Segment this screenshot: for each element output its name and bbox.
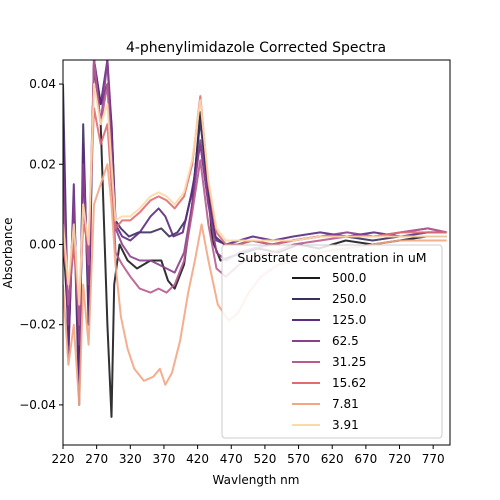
x-axis: 220 270 320 370 420 470 520 570 620 670 720 770	[52, 445, 445, 466]
legend: Substrate concentration in uM 500.0 250.0 1…	[221, 244, 443, 439]
plot-frame	[62, 59, 451, 446]
x-axis-label: Wavlength nm	[213, 473, 300, 487]
legend-label: 31.25	[332, 355, 366, 369]
x-tick-label: 220	[52, 452, 75, 466]
series-line-7	[63, 83, 447, 306]
x-tick-label: 770	[422, 452, 445, 466]
legend-label: 7.81	[332, 397, 359, 411]
legend-title: Substrate concentration in uM	[237, 250, 426, 265]
y-tick-label: 0.00	[29, 237, 56, 251]
legend-label: 500.0	[332, 271, 366, 285]
legend-label: 62.5	[332, 334, 359, 348]
x-tick-label: 720	[388, 452, 411, 466]
x-tick-label: 370	[153, 452, 176, 466]
x-tick-label: 520	[253, 452, 276, 466]
legend-box	[221, 244, 443, 439]
x-tick-label: 670	[354, 452, 377, 466]
y-tick-label: −0.02	[19, 318, 56, 332]
y-axis: 0.04 0.02 0.00 −0.02 −0.04	[19, 77, 63, 412]
chart-title: 4-phenylimidazole Corrected Spectra	[126, 40, 386, 56]
plot-area	[62, 59, 451, 446]
y-axis-label: Absorbance	[1, 218, 15, 289]
legend-label: 3.91	[332, 418, 359, 432]
y-tick-label: 0.04	[29, 77, 56, 91]
y-tick-label: 0.02	[29, 157, 56, 171]
legend-label: 250.0	[332, 292, 366, 306]
x-tick-label: 270	[85, 452, 108, 466]
y-tick-label: −0.04	[19, 398, 56, 412]
x-tick-label: 320	[119, 452, 142, 466]
x-tick-label: 570	[287, 452, 310, 466]
x-tick-label: 620	[321, 452, 344, 466]
legend-label: 125.0	[332, 313, 366, 327]
series-lines	[63, 60, 447, 418]
x-tick-label: 420	[186, 452, 209, 466]
legend-label: 15.62	[332, 376, 366, 390]
x-tick-label: 470	[220, 452, 243, 466]
